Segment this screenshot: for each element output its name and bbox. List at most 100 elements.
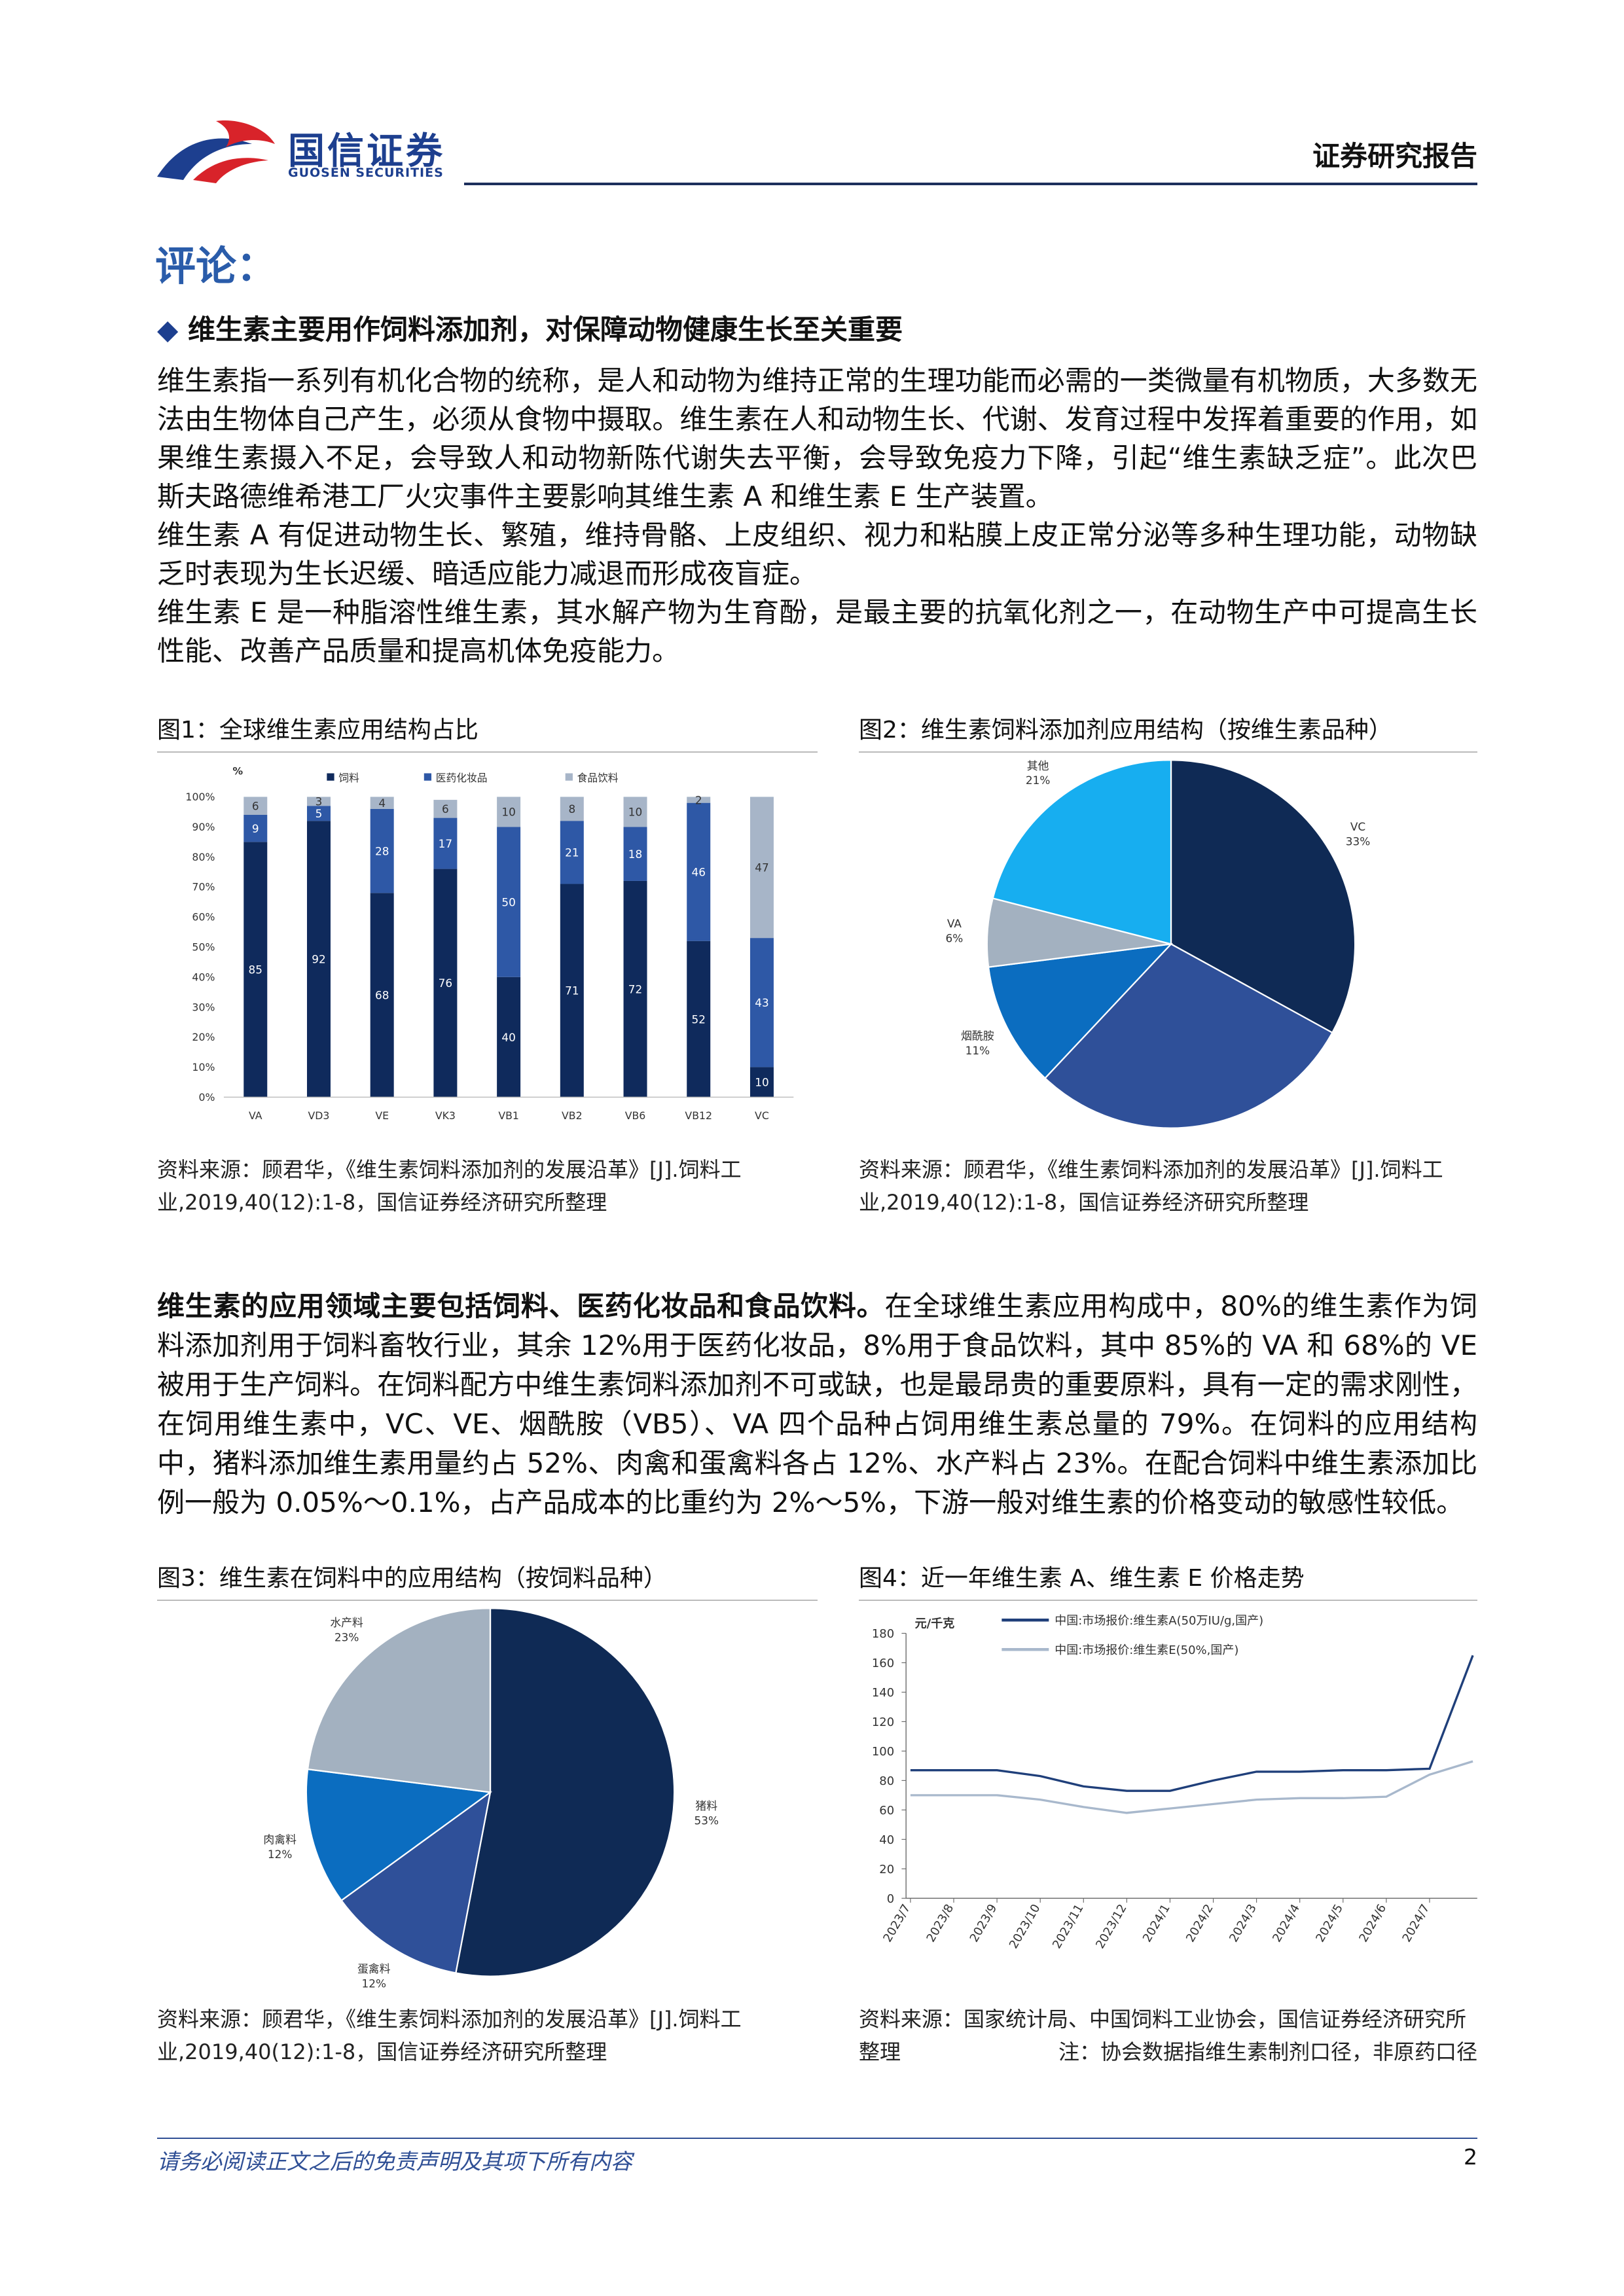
pie-slice	[1043, 942, 1333, 1129]
legend-label: 饲料	[338, 772, 359, 784]
slice-label: 水产料	[330, 1616, 363, 1629]
x-tick-label: 2024/7	[1399, 1902, 1432, 1945]
source-text: 资料来源：国家统计局、中国饲料工业协会，国信证券经济研究所整理	[859, 2007, 1467, 2064]
x-tick-label: 2024/1	[1140, 1902, 1173, 1945]
y-axis-label: %	[232, 765, 243, 778]
bar-segment	[433, 817, 458, 869]
paragraph: 维生素 A 有促进动物生长、繁殖，维持骨骼、上皮组织、视力和粘膜上皮正常分泌等多…	[157, 519, 1477, 590]
y-tick-label: 40	[879, 1833, 894, 1847]
legend-label: 医药化妆品	[436, 772, 488, 784]
line-series	[910, 1760, 1473, 1814]
chart: 0 20 40 60 80 100 120 140 160 180 2023/7 2023/8 2023…	[859, 1600, 1477, 1951]
source-note: 注：协会数据指维生素制剂口径，非原药口径	[1058, 2039, 1477, 2064]
figure-caption: 图2：维生素饲料添加剂应用结构（按维生素品种）	[859, 717, 1392, 744]
figure-caption: 图4：近一年维生素 A、维生素 E 价格走势	[859, 1565, 1305, 1592]
bar-segment	[623, 880, 647, 1098]
x-tick-label: 2023/9	[967, 1902, 1000, 1945]
slice-value: 12%	[268, 1848, 292, 1861]
slice-label: 烟酰胺	[961, 1029, 994, 1042]
y-tick-label: 180	[872, 1627, 894, 1641]
bar-segment	[749, 1067, 774, 1098]
data-label: 52	[692, 1013, 706, 1026]
x-tick-label: 2024/3	[1227, 1902, 1259, 1945]
bar-segment	[749, 938, 774, 1067]
logo-subtext: GUOSEN SECURITIES	[288, 166, 444, 180]
bar-segment	[433, 869, 458, 1098]
y-tick-label: 70%	[192, 881, 215, 893]
data-label: 9	[252, 822, 259, 835]
x-tick-label: 2024/4	[1270, 1902, 1303, 1945]
y-tick-label: 60	[879, 1804, 894, 1818]
data-label: 10	[628, 806, 642, 819]
bar-segment	[623, 827, 647, 881]
x-tick-label: 2024/2	[1183, 1902, 1216, 1945]
y-tick-label: 0	[887, 1892, 894, 1906]
pie-slice	[455, 1607, 676, 1977]
slice-label: 其他	[1027, 759, 1049, 772]
y-tick-label: 160	[872, 1657, 894, 1670]
paragraph: 维生素的应用领域主要包括饲料、医药化妆品和食品饮料。在全球维生素应用构成中，80…	[157, 1287, 1477, 1522]
slice-label: 蛋禽料	[357, 1962, 391, 1975]
x-tick-label: VK3	[435, 1109, 456, 1122]
figure-source: 资料来源：顾君华，《维生素饲料添加剂的发展沿革》[J].饲料工业,2019,40…	[157, 2007, 742, 2064]
x-tick-label: 2024/6	[1356, 1902, 1389, 1945]
y-tick-label: 80	[879, 1774, 894, 1788]
figure-caption: 图3：维生素在饲料中的应用结构（按饲料品种）	[157, 1565, 667, 1592]
slice-value: 12%	[362, 1977, 386, 1990]
bar-segment	[749, 797, 774, 939]
bar-segment	[497, 797, 521, 827]
figure-source: 资料来源：顾君华，《维生素饲料添加剂的发展沿革》[J].饲料工业,2019,40…	[859, 1157, 1443, 1215]
y-tick-label: 140	[872, 1686, 894, 1700]
data-label: 50	[501, 895, 515, 908]
data-label: 40	[501, 1031, 515, 1044]
legend-label: 食品饮料	[577, 772, 619, 784]
slice-label: VC	[1350, 820, 1365, 833]
pie-slice	[987, 942, 1173, 1079]
paragraph-lead: 维生素的应用领域主要包括饲料、医药化妆品和食品饮料。	[157, 1290, 885, 1322]
figure: 图2：维生素饲料添加剂应用结构（按维生素品种） VC33%VE29%烟酰胺11%…	[859, 715, 1477, 1215]
y-tick-label: 80%	[192, 851, 215, 863]
slice-label: VA	[947, 917, 962, 930]
body-text: 维生素的应用领域主要包括饲料、医药化妆品和食品饮料。在全球维生素应用构成中，80…	[157, 1287, 1477, 1522]
bar-segment	[687, 941, 711, 1098]
data-label: 5	[316, 807, 323, 820]
bar-segment	[244, 815, 268, 842]
x-tick-label: VD3	[308, 1109, 330, 1122]
report-type: 证券研究报告	[1312, 140, 1477, 172]
bar-segment	[560, 797, 584, 821]
chart: 0% 10% 20% 30% 40% 50% 60% 70% 80% 90% 100%% 饲料 医药化妆…	[157, 751, 818, 1122]
figure: 图3：维生素在饲料中的应用结构（按饲料品种） 猪料 53% 蛋禽料 12% 肉禽料 12%…	[157, 1563, 818, 2064]
data-label: 28	[375, 844, 389, 857]
y-tick-label: 100	[872, 1745, 894, 1759]
data-label: 18	[628, 848, 642, 861]
data-label: 17	[439, 837, 452, 850]
pie-slice	[340, 1790, 492, 1974]
y-tick-label: 120	[872, 1715, 894, 1729]
data-label: 10	[755, 1076, 768, 1089]
slice-value: 23%	[334, 1631, 359, 1644]
y-tick-label: 30%	[192, 1001, 215, 1013]
body-text: 维生素指一系列有机化合物的统称，是人和动物为维持正常的生理功能而必需的一类微量有…	[157, 361, 1477, 670]
bar-segment	[306, 797, 331, 806]
x-tick-label: 2023/11	[1050, 1902, 1087, 1951]
y-tick-label: 10%	[192, 1061, 215, 1073]
y-tick-label: 20%	[192, 1031, 215, 1043]
legend-swatch	[327, 773, 334, 781]
pie-slice	[306, 1607, 492, 1793]
data-label: 2	[695, 793, 702, 806]
data-label: 43	[755, 996, 768, 1009]
bar-segment	[370, 797, 394, 809]
x-tick-label: VB1	[498, 1109, 519, 1122]
pie-slice	[992, 759, 1172, 945]
footer-rule	[157, 2138, 1477, 2139]
slice-value: 21%	[1026, 774, 1050, 787]
data-label: 92	[312, 953, 325, 966]
bar-segment	[560, 821, 584, 884]
page-number: 2	[1464, 2144, 1477, 2170]
data-label: 3	[316, 795, 323, 808]
pie-slice	[1170, 759, 1356, 1034]
bar-segment	[497, 827, 521, 977]
footer-disclaimer: 请务必阅读正文之后的免责声明及其项下所有内容	[157, 2149, 632, 2174]
line-series	[910, 1655, 1474, 1792]
